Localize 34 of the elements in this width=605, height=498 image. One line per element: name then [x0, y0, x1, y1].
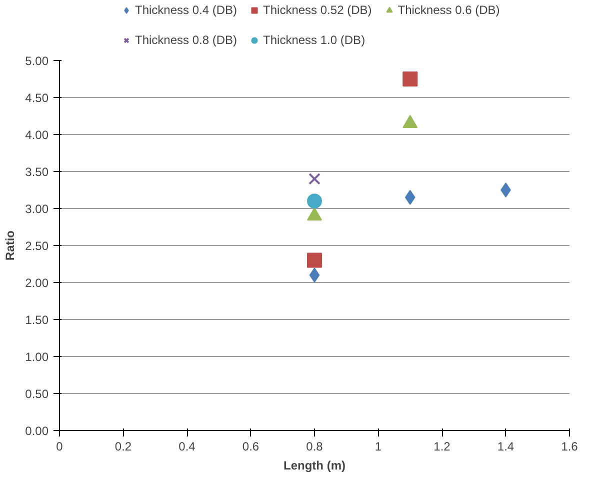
y-tick-label: 2.00 — [25, 276, 49, 290]
legend-label: Thickness 0.6 (DB) — [398, 3, 500, 17]
y-tick-label: 4.50 — [25, 91, 49, 105]
y-tick-label: 1.00 — [25, 350, 49, 364]
point — [500, 182, 511, 198]
x-tick-label: 0.4 — [178, 440, 196, 454]
point — [307, 194, 322, 209]
x-tick-label: 1.2 — [434, 440, 451, 454]
x-tick-label: 0 — [56, 440, 64, 454]
x-tick-label: 0.2 — [114, 440, 132, 454]
x-tick-label: 0.6 — [242, 440, 260, 454]
y-tick-label: 2.50 — [25, 239, 49, 253]
y-tick-label: 3.50 — [25, 165, 49, 179]
legend-label: Thickness 0.52 (DB) — [263, 3, 372, 17]
point — [404, 190, 416, 205]
y-axis-title: Ratio — [3, 230, 18, 260]
y-tick-label: 0.00 — [25, 424, 49, 438]
legend-label: Thickness 0.4 (DB) — [135, 3, 238, 17]
y-tick-label: 5.00 — [25, 54, 49, 68]
point — [309, 268, 320, 283]
y-tick-label: 3.00 — [25, 202, 49, 216]
x-tick-label: 1 — [374, 440, 382, 454]
y-tick-label: 0.50 — [25, 387, 49, 401]
x-axis-title: Length (m) — [284, 458, 346, 472]
y-tick-label: 4.00 — [25, 128, 49, 142]
y-tick-label: 1.50 — [25, 313, 49, 327]
x-tick-label: 0.8 — [306, 440, 324, 454]
point — [307, 252, 322, 268]
legend-label: Thickness 1.0 (DB) — [263, 33, 366, 47]
point — [308, 172, 320, 185]
x-tick-label: 1.6 — [561, 440, 578, 454]
point — [402, 72, 418, 86]
legend-label: Thickness 0.8 (DB) — [135, 33, 238, 47]
x-tick-label: 1.4 — [497, 440, 514, 454]
